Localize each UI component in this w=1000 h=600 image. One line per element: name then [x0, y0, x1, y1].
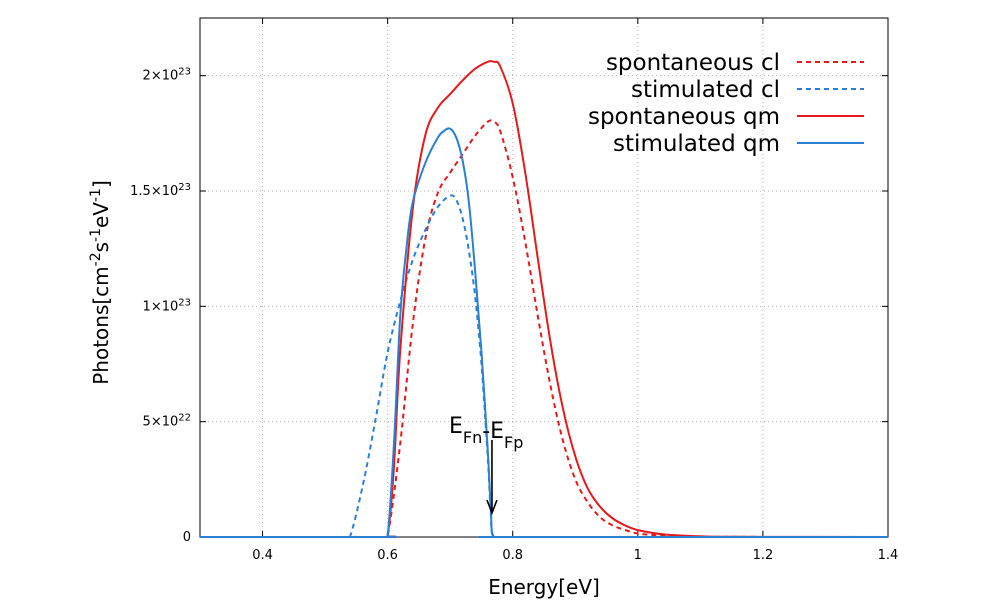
- y-tick-label: 5×1022: [143, 412, 191, 430]
- y-axis-title: Photons[cm-2s-1eV-1]: [88, 180, 113, 385]
- y-axis-title-unit-ev: eV: [89, 202, 113, 228]
- annot-mid: -E: [482, 419, 504, 444]
- series-line-spontaneous-cl: [200, 119, 889, 539]
- series-lines: [200, 60, 889, 539]
- y-tick-label-base: 5×10: [143, 415, 179, 430]
- fermi-level-annotation: EFn-EFp: [449, 414, 523, 516]
- series-line-stimulated-cl: [200, 194, 888, 539]
- y-tick-label-base: 1.5×10: [130, 184, 178, 199]
- annot-sub-fp: Fp: [504, 433, 523, 452]
- y-axis-title-base: Photons[cm: [89, 266, 113, 384]
- y-tick-label-exp: 23: [178, 66, 191, 77]
- fermi-level-label: EFn-EFp: [449, 414, 523, 452]
- annot-sub-fn: Fn: [463, 428, 482, 447]
- series-line-stimulated-qm: [200, 127, 888, 539]
- legend-label: stimulated cl: [631, 77, 780, 103]
- y-tick-label: 2×1023: [143, 66, 191, 84]
- x-tick-label: 1.2: [753, 548, 774, 563]
- y-tick-label-base: 2×10: [143, 69, 179, 84]
- y-tick-label: 1.5×1023: [130, 182, 191, 200]
- y-tick-label-exp: 23: [178, 297, 191, 308]
- y-axis-title-exp-3: -1: [88, 188, 104, 202]
- x-tick-label: 1.4: [878, 548, 899, 563]
- legend-label: spontaneous qm: [588, 104, 780, 130]
- y-axis-title-exp-1: -2: [88, 252, 104, 266]
- x-tick-label: 0.8: [502, 548, 523, 563]
- y-tick-label-exp: 23: [178, 182, 191, 193]
- y-tick-label-base: 0: [183, 530, 191, 545]
- annot-e1: E: [449, 414, 463, 439]
- grid: [200, 18, 888, 537]
- x-tick-label: 0.4: [252, 548, 273, 563]
- legend-label: spontaneous cl: [606, 50, 780, 76]
- y-tick-label-base: 1×10: [143, 299, 179, 314]
- x-tick-label: 1: [634, 548, 642, 563]
- y-tick-label: 0: [183, 530, 191, 545]
- y-axis-title-end: ]: [89, 180, 113, 188]
- series-line-spontaneous-qm: [200, 60, 889, 539]
- x-tick-label: 0.6: [377, 548, 398, 563]
- y-tick-label-exp: 22: [178, 412, 191, 423]
- y-tick-label: 1×1023: [143, 297, 191, 315]
- legend-label: stimulated qm: [613, 131, 780, 157]
- x-axis-title: Energy[eV]: [488, 575, 600, 599]
- axis-ticks: 0.4 0.6 0.8 1 1.2 1.405×10221×10231.5×10232×1…: [130, 18, 898, 563]
- y-axis-title-exp-2: -1: [88, 228, 104, 242]
- arrow-head: [486, 499, 498, 516]
- y-axis-title-unit-s: s: [89, 242, 113, 252]
- plot-frame: [199, 17, 889, 538]
